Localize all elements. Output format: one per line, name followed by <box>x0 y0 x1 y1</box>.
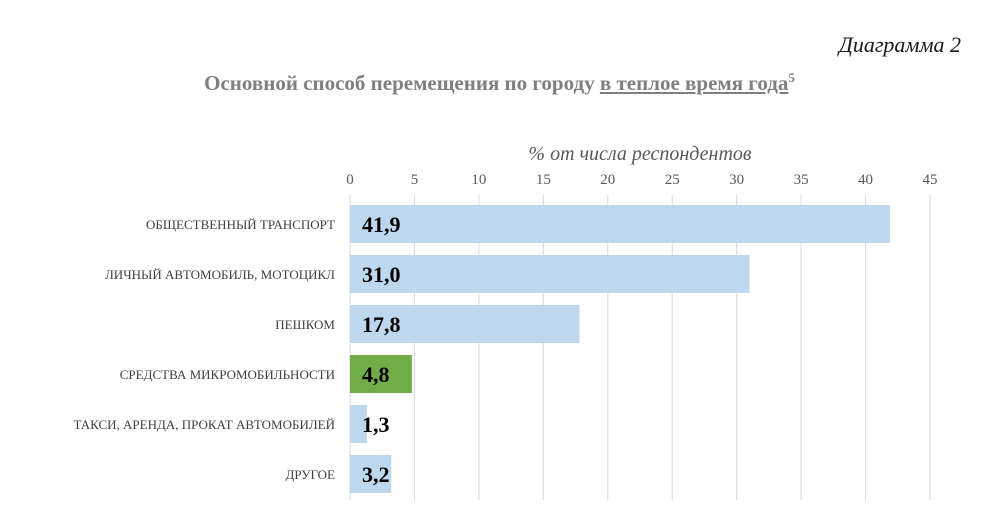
tick-label: 20 <box>600 172 615 188</box>
chart-title-footnote: 5 <box>788 70 795 85</box>
value-label: 1,3 <box>362 412 390 437</box>
value-label: 41,9 <box>362 212 401 237</box>
value-labels: 41,9 31,0 17,8 4,8 1,3 3,2 <box>362 212 401 487</box>
bar <box>350 205 891 243</box>
tick-labels: 0 5 10 15 20 25 30 35 40 45 <box>346 172 937 188</box>
chart-title-underlined: в теплое время года <box>599 71 789 95</box>
category-label: ПЕШКОМ <box>275 317 335 332</box>
bar <box>350 305 580 343</box>
grid <box>349 195 931 500</box>
value-label: 17,8 <box>362 312 401 337</box>
category-labels: ОБЩЕСТВЕННЫЙ ТРАНСПОРТ ЛИЧНЫЙ АВТОМОБИЛЬ,… <box>73 217 335 482</box>
tick-label: 15 <box>536 172 551 188</box>
bar <box>350 255 750 293</box>
chart-title: Основной способ перемещения по городу в … <box>0 70 999 96</box>
tick-label: 40 <box>858 172 873 188</box>
bar <box>350 405 367 443</box>
value-label: 3,2 <box>362 462 390 487</box>
tick-label: 5 <box>411 172 419 188</box>
category-label: ОБЩЕСТВЕННЫЙ ТРАНСПОРТ <box>146 217 335 232</box>
diagram-label: Диаграмма 2 <box>838 32 961 57</box>
bar <box>350 455 392 493</box>
chart-title-text: Основной способ перемещения по городу <box>204 71 600 95</box>
tick-label: 35 <box>794 172 809 188</box>
tick-label: 25 <box>665 172 680 188</box>
category-label: ДРУГОЕ <box>286 467 336 482</box>
bars <box>350 205 891 493</box>
value-label: 4,8 <box>362 362 390 387</box>
category-label: ТАКСИ, АРЕНДА, ПРОКАТ АВТОМОБИЛЕЙ <box>73 417 335 432</box>
tick-label: 0 <box>346 172 354 188</box>
tick-label: 30 <box>729 172 744 188</box>
category-label: ЛИЧНЫЙ АВТОМОБИЛЬ, МОТОЦИКЛ <box>105 267 335 282</box>
x-axis-label: % от числа респондентов <box>528 143 752 165</box>
tick-label: 45 <box>923 172 938 188</box>
bar <box>350 355 412 393</box>
tick-label: 10 <box>471 172 486 188</box>
value-label: 31,0 <box>362 262 401 287</box>
category-label: СРЕДСТВА МИКРОМОБИЛЬНОСТИ <box>120 367 335 382</box>
